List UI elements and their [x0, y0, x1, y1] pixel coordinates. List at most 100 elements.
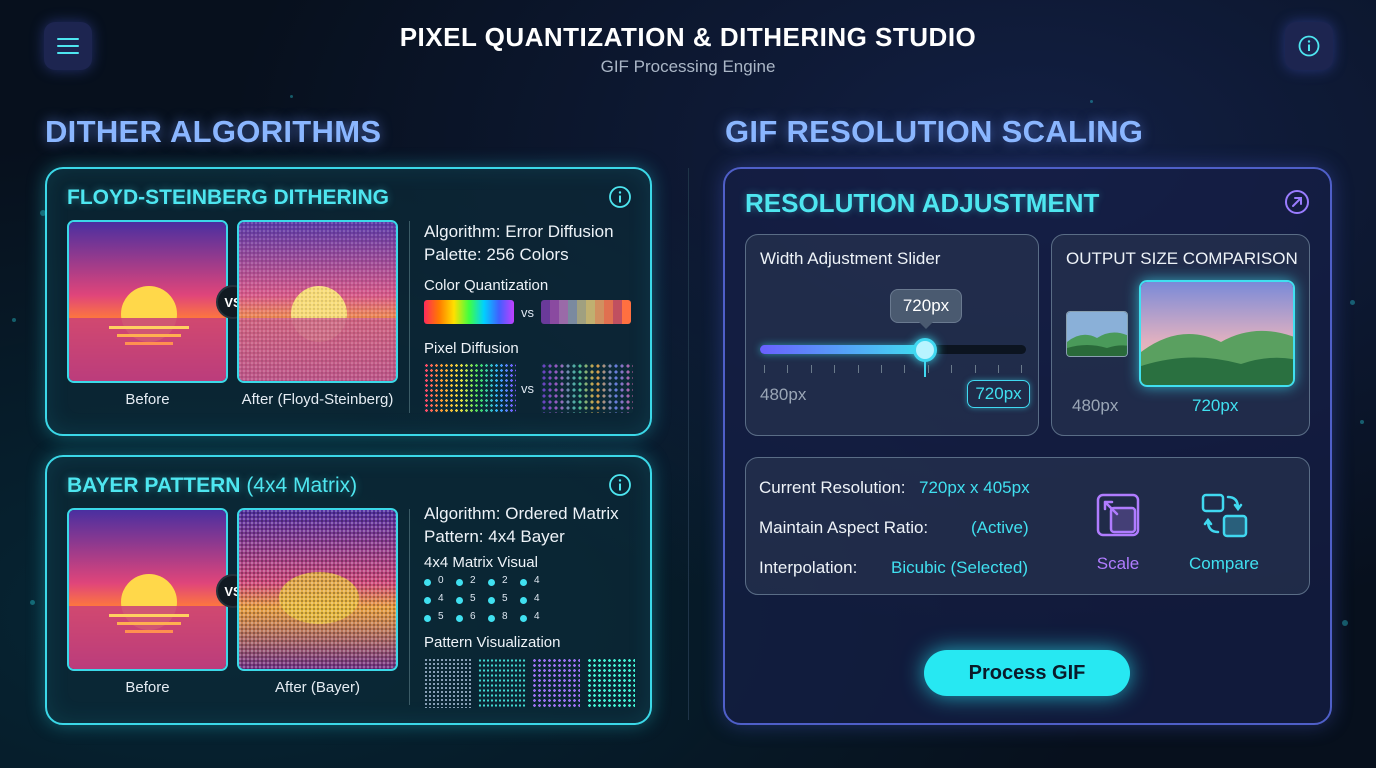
matrix-value: 0: [438, 575, 444, 586]
scale-icon: [1096, 493, 1140, 537]
scaling-section-title: GIF RESOLUTION SCALING: [725, 114, 1144, 149]
slider-tick: [951, 365, 953, 373]
color-quant-label: Color Quantization: [424, 277, 549, 294]
slider-thumb[interactable]: [912, 338, 937, 362]
aspect-ratio-value[interactable]: (Active): [971, 518, 1029, 537]
slider-tick: [764, 365, 765, 373]
compare-icon: [1201, 493, 1248, 538]
slider-tooltip: 720px: [890, 289, 962, 323]
bayer-card: BAYER PATTERN (4x4 Matrix) VS: [45, 455, 652, 725]
floyd-after-image: [237, 220, 398, 383]
matrix-dot: [520, 597, 527, 604]
output-comparison-panel: OUTPUT SIZE COMPARISON 480px 720px: [1051, 234, 1310, 436]
output-small-preview: [1066, 311, 1128, 357]
output-title: OUTPUT SIZE COMPARISON: [1066, 249, 1298, 268]
matrix-dot: [488, 579, 495, 586]
current-resolution-label: Current Resolution:: [759, 478, 906, 497]
slider-fill: [760, 345, 925, 354]
slider-needle: [923, 361, 926, 377]
output-large-preview: [1139, 280, 1295, 387]
matrix-value: 2: [502, 575, 508, 586]
bayer-matrix-visual: 0 2 2 4 4 5 5 4 5 6 8 4: [424, 574, 544, 634]
details-panel: Current Resolution: 720px x 405px Mainta…: [745, 457, 1310, 595]
floyd-card-title: FLOYD-STEINBERG DITHERING: [67, 186, 390, 209]
bayer-title-main: BAYER PATTERN: [67, 474, 241, 497]
section-divider: [688, 168, 689, 720]
matrix-dot: [424, 597, 431, 604]
resolution-card-title: RESOLUTION ADJUSTMENT: [745, 188, 1100, 218]
slider-min-label: 480px: [760, 385, 807, 404]
bayer-card-title: BAYER PATTERN (4x4 Matrix): [67, 474, 357, 498]
matrix-value: 5: [438, 611, 444, 622]
bayer-before-caption: Before: [125, 679, 170, 696]
slider-tick: [927, 365, 929, 373]
pattern-viz-label: Pattern Visualization: [424, 634, 561, 651]
matrix-value: 8: [502, 611, 508, 622]
slider-label: Width Adjustment Slider: [760, 249, 941, 268]
page-title: PIXEL QUANTIZATION & DITHERING STUDIO: [399, 22, 977, 52]
matrix-dot: [520, 615, 527, 622]
info-icon: [1298, 35, 1320, 57]
floyd-before-image: [67, 220, 228, 383]
matrix-value: 4: [438, 593, 444, 604]
dither-section-title: DITHER ALGORITHMS: [45, 114, 382, 149]
slider-ticks: [764, 365, 1023, 375]
matrix-dot: [424, 615, 431, 622]
interpolation-value[interactable]: Bicubic (Selected): [891, 558, 1029, 577]
matrix-value: 5: [502, 593, 508, 604]
matrix-dot: [520, 579, 527, 586]
matrix-dot: [488, 615, 495, 622]
matrix-value: 6: [470, 611, 476, 622]
expand-arrow-icon[interactable]: [1284, 189, 1310, 215]
bayer-info-icon[interactable]: [608, 473, 632, 497]
floyd-steinberg-card: FLOYD-STEINBERG DITHERING VS: [45, 167, 652, 436]
interpolation-label: Interpolation:: [759, 558, 858, 577]
matrix-dot: [488, 597, 495, 604]
bayer-before-image: [67, 508, 228, 671]
matrix-dot: [456, 597, 463, 604]
page-subtitle: GIF Processing Engine: [600, 57, 776, 76]
bayer-algorithm: Algorithm: Ordered Matrix: [424, 504, 619, 523]
slider-tick: [904, 365, 906, 373]
slider-tick: [834, 365, 836, 373]
slider-max-label: 720px: [967, 380, 1030, 408]
diffusion-vs: vs: [521, 381, 534, 396]
matrix-dot: [424, 579, 431, 586]
pattern-viz-2: [478, 658, 526, 708]
full-palette-swatch: [424, 300, 514, 324]
scale-action[interactable]: Scale: [1088, 492, 1148, 582]
floyd-palette: Palette: 256 Colors: [424, 245, 569, 264]
slider-tick: [881, 365, 882, 373]
output-large-label: 720px: [1192, 396, 1239, 415]
matrix-dot: [456, 615, 463, 622]
pattern-viz-1: [424, 658, 472, 708]
pattern-viz-3: [532, 658, 580, 708]
matrix-value: 4: [534, 575, 540, 586]
bayer-after-image: [237, 508, 398, 671]
slider-panel: Width Adjustment Slider 720px 480px 720p…: [745, 234, 1039, 436]
matrix-visual-label: 4x4 Matrix Visual: [424, 554, 538, 571]
compare-action[interactable]: Compare: [1182, 492, 1266, 582]
aspect-ratio-label: Maintain Aspect Ratio:: [759, 518, 929, 537]
reduced-palette-swatch: [541, 300, 631, 324]
slider-tick: [974, 365, 976, 373]
current-resolution-value: 720px x 405px: [919, 478, 1030, 497]
scale-label: Scale: [1096, 554, 1140, 573]
slider-tick: [857, 365, 859, 373]
floyd-algorithm: Algorithm: Error Diffusion: [424, 222, 614, 241]
output-small-label: 480px: [1072, 396, 1119, 415]
process-gif-button[interactable]: Process GIF: [924, 650, 1130, 696]
bayer-after-caption: After (Bayer): [274, 679, 361, 696]
info-button[interactable]: [1285, 22, 1333, 70]
slider-tick: [998, 365, 999, 373]
pixel-diffusion-label: Pixel Diffusion: [424, 340, 519, 357]
pattern-viz-4: [587, 658, 635, 708]
menu-button[interactable]: [44, 22, 92, 70]
quant-vs: vs: [521, 305, 534, 320]
floyd-before-caption: Before: [125, 391, 170, 408]
floyd-info-icon[interactable]: [608, 185, 632, 209]
bayer-divider: [409, 509, 410, 705]
matrix-value: 4: [534, 611, 540, 622]
diffusion-grid-before: [424, 363, 516, 413]
bayer-title-sub: (4x4 Matrix): [246, 474, 358, 497]
